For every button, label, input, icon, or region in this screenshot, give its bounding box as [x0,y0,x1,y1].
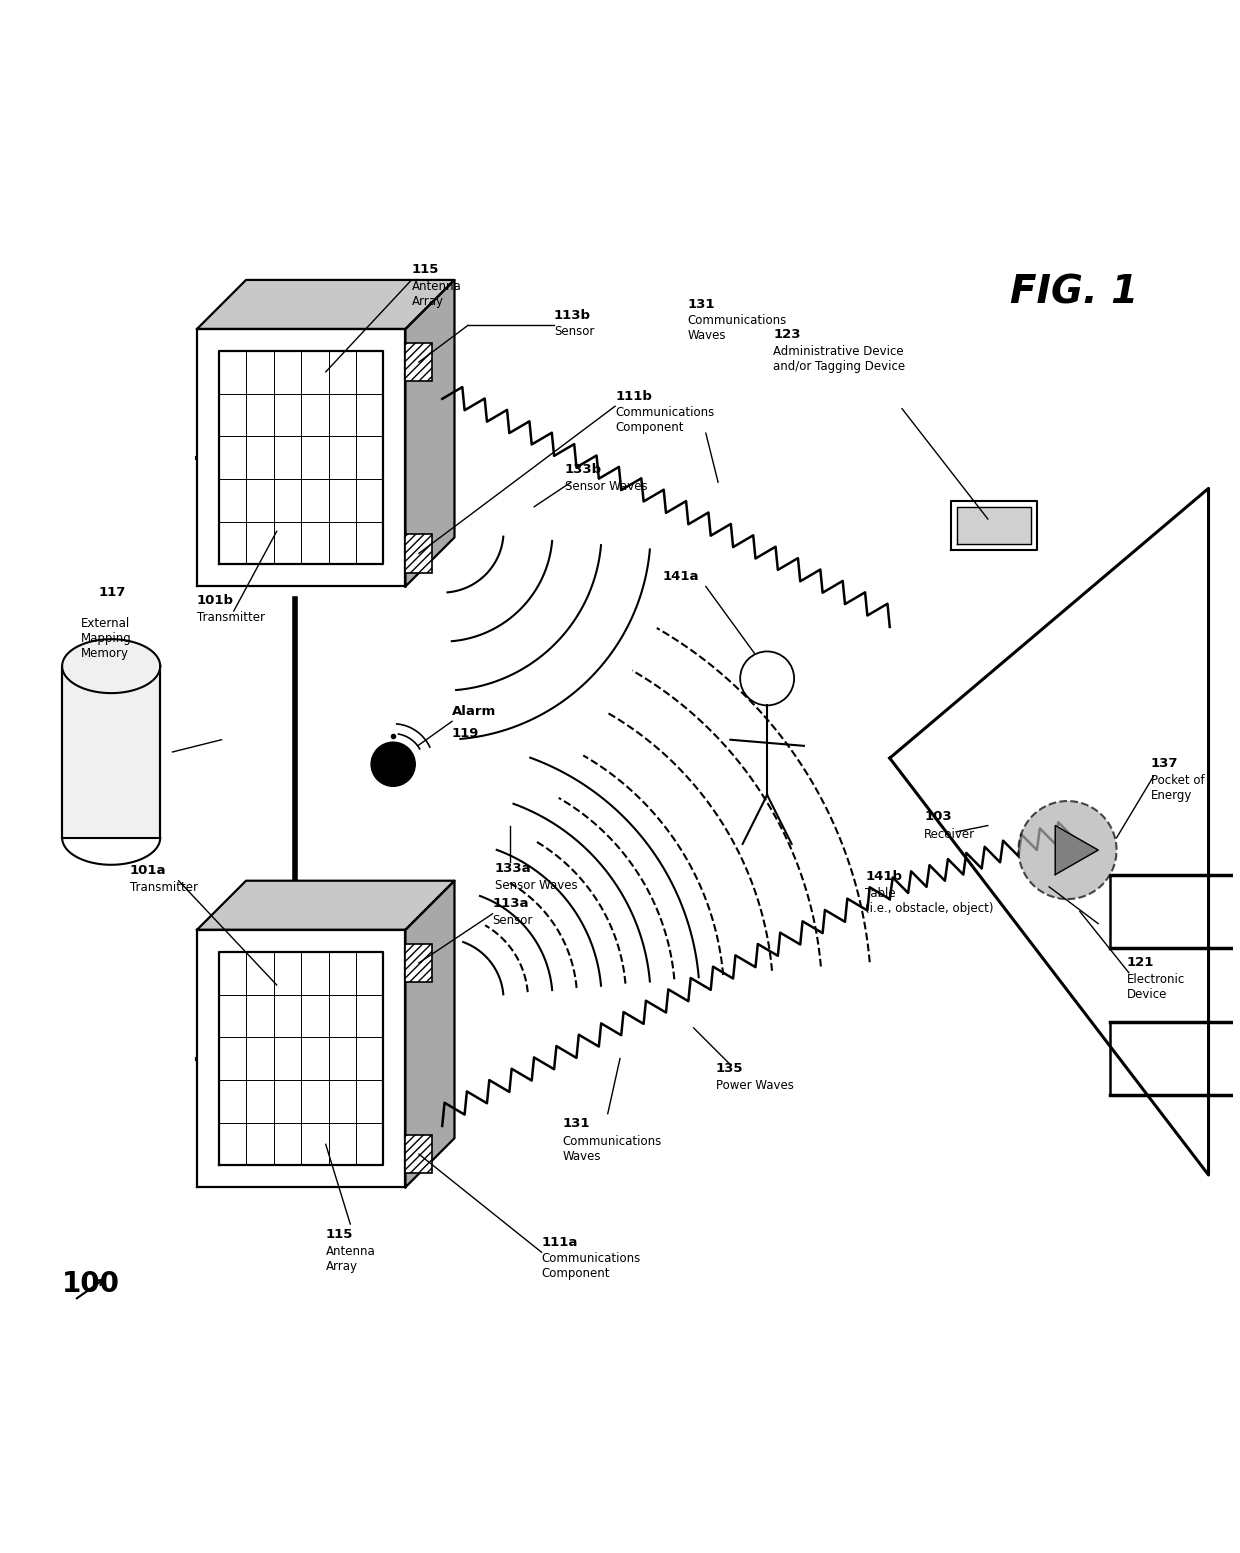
Text: Administrative Device
and/or Tagging Device: Administrative Device and/or Tagging Dev… [774,345,905,373]
Text: 137: 137 [1151,758,1178,770]
Text: 119: 119 [453,727,480,741]
Text: Communications
Waves: Communications Waves [563,1135,662,1163]
Text: Transmitter: Transmitter [129,881,197,893]
Text: Communications
Component: Communications Component [615,407,714,435]
Text: 111a: 111a [542,1236,578,1249]
Text: Communications
Component: Communications Component [542,1252,641,1280]
Polygon shape [951,500,1037,550]
FancyBboxPatch shape [405,343,433,382]
Polygon shape [1055,826,1099,874]
Text: Transmitter: Transmitter [197,610,265,624]
FancyBboxPatch shape [405,534,433,573]
Text: 101a: 101a [129,863,166,877]
Text: 113a: 113a [492,898,529,910]
Polygon shape [219,351,383,564]
Circle shape [1018,801,1116,899]
Text: Sensor Waves: Sensor Waves [565,480,647,492]
Text: Communications
Waves: Communications Waves [687,314,786,342]
Text: 133a: 133a [495,862,532,876]
Text: 131: 131 [563,1117,590,1131]
Text: Sensor: Sensor [554,325,594,339]
Text: Antenna
Array: Antenna Array [326,1246,376,1273]
Text: 135: 135 [715,1062,743,1075]
Text: FIG. 1: FIG. 1 [1009,273,1138,311]
Text: 103: 103 [924,811,952,823]
Polygon shape [405,280,455,587]
Text: External
Mapping
Memory: External Mapping Memory [81,617,131,660]
Text: 113b: 113b [554,309,590,321]
Polygon shape [197,930,405,1186]
Text: 123: 123 [774,328,801,342]
Text: 115: 115 [412,264,439,276]
Text: Sensor: Sensor [492,913,533,927]
Text: Power Waves: Power Waves [715,1079,794,1092]
Polygon shape [890,488,1209,1176]
Text: 117: 117 [99,585,126,599]
Text: 141b: 141b [866,870,903,884]
Text: Receiver: Receiver [924,828,975,842]
Polygon shape [957,506,1030,544]
Polygon shape [62,640,160,693]
FancyBboxPatch shape [405,944,433,981]
Polygon shape [197,280,455,329]
Text: Sensor Waves: Sensor Waves [495,879,578,893]
Text: Electronic
Device: Electronic Device [1126,972,1184,1000]
Text: 133b: 133b [565,463,601,477]
Text: 121: 121 [1126,957,1153,969]
Polygon shape [197,329,405,587]
Text: 111b: 111b [615,390,652,402]
Text: Alarm: Alarm [453,705,496,717]
Text: Antenna
Array: Antenna Array [412,280,461,307]
Text: Table
(i.e., obstacle, object): Table (i.e., obstacle, object) [866,887,993,915]
FancyBboxPatch shape [405,1135,433,1174]
Polygon shape [62,666,160,837]
Circle shape [371,742,415,786]
Text: 101b: 101b [197,595,234,607]
Polygon shape [219,952,383,1165]
Polygon shape [197,881,455,930]
Text: 115: 115 [326,1228,353,1241]
Text: 141a: 141a [663,570,699,582]
Text: 100: 100 [62,1270,120,1298]
Polygon shape [405,881,455,1186]
Text: 131: 131 [687,298,715,311]
Text: Pocket of
Energy: Pocket of Energy [1151,773,1204,801]
